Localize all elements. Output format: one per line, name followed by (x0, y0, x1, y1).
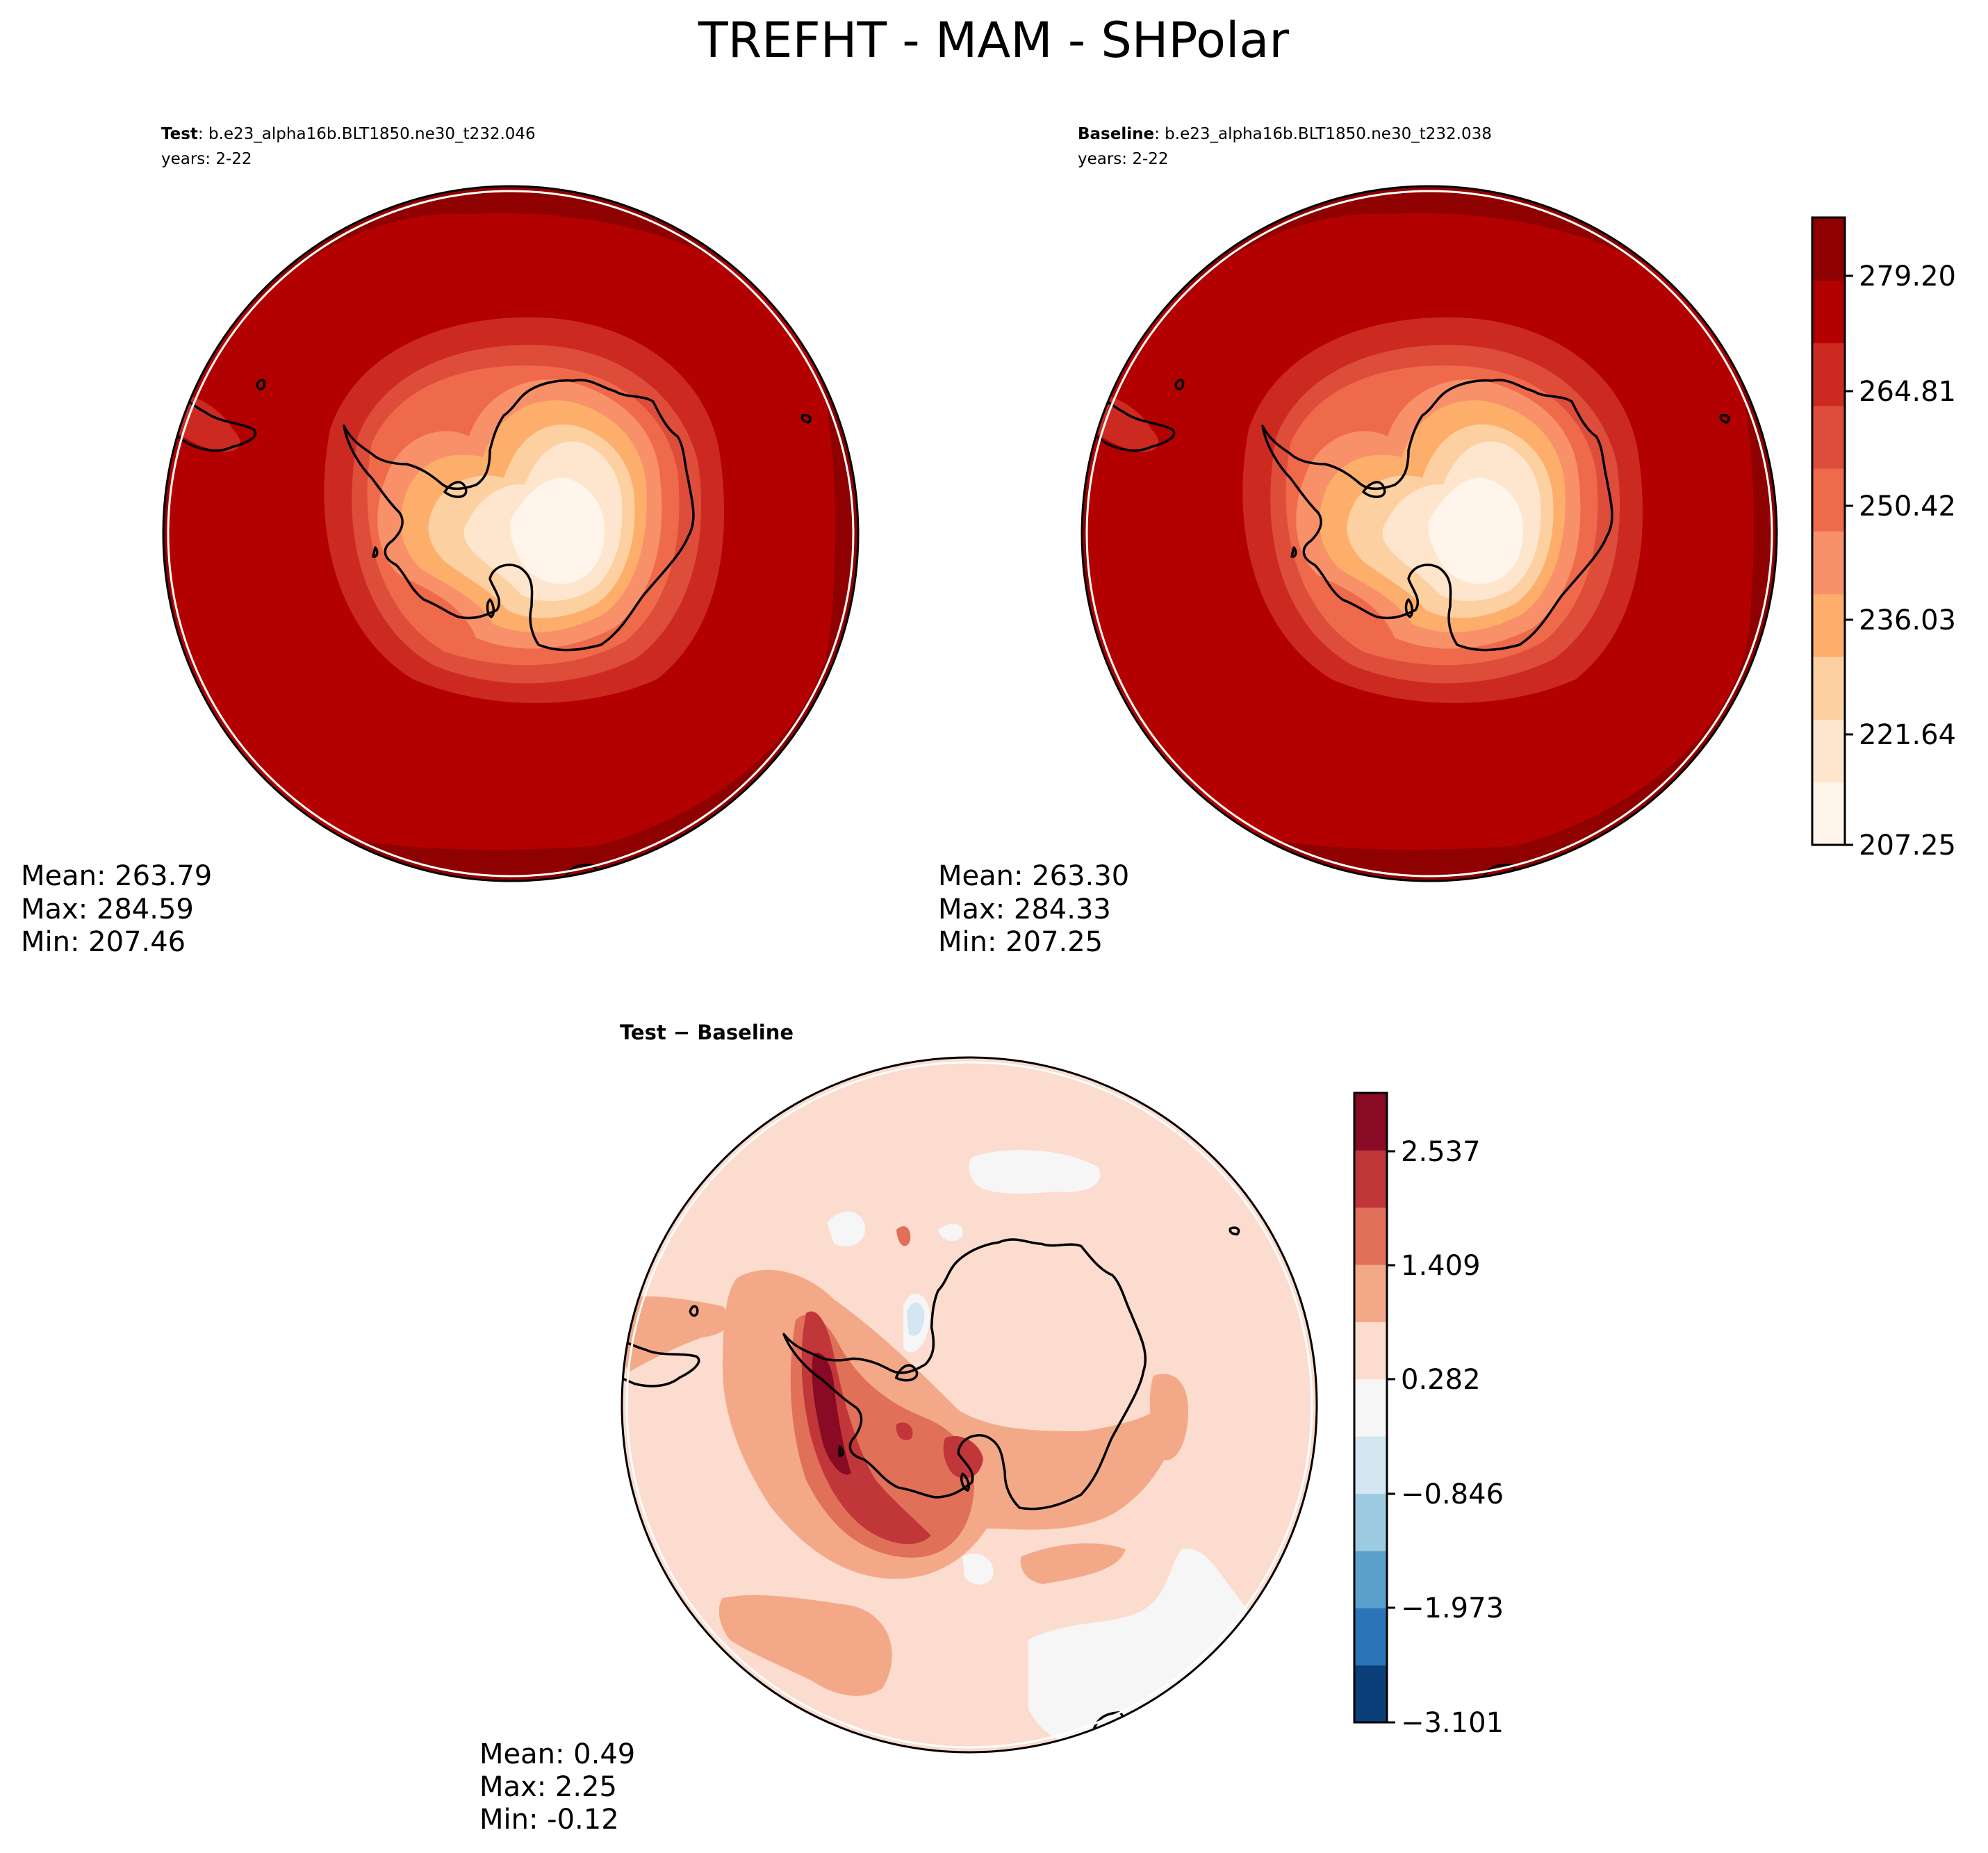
colorbar-segment (1354, 1493, 1387, 1551)
colorbar-frame (1811, 216, 1846, 846)
colorbar-segment (1354, 1378, 1387, 1437)
difference-min: Min: -0.12 (479, 1804, 619, 1836)
colorbar-segment (1812, 217, 1845, 281)
colorbar-segment (1354, 1665, 1387, 1723)
colorbar-segment (1354, 1150, 1387, 1208)
colorbar-tick-label: 0.282 (1401, 1364, 1481, 1396)
colorbar-segment (1812, 719, 1845, 783)
colorbar-tick-label: −3.101 (1401, 1707, 1504, 1739)
baseline-years: years: 2-22 (1078, 150, 1169, 168)
difference-map (622, 1057, 1317, 1752)
figure-title: TREFHT - MAM - SHPolar (698, 12, 1289, 69)
colorbar-tick-label: 221.64 (1859, 719, 1956, 751)
difference-label: Test − Baseline (620, 1021, 794, 1044)
colorbar-segment (1812, 468, 1845, 532)
test-map-frame (162, 185, 860, 882)
colorbar-tick-label: 279.20 (1859, 261, 1956, 293)
colorbar-segment (1812, 405, 1845, 469)
baseline-mean: Mean: 263.30 (938, 860, 1129, 892)
colorbar-segment (1812, 531, 1845, 595)
colorbar-tick-label: 207.25 (1859, 830, 1956, 862)
baseline-map-frame (1081, 185, 1778, 882)
difference-max: Max: 2.25 (479, 1771, 617, 1803)
baseline-max: Max: 284.33 (938, 893, 1111, 925)
difference-mean: Mean: 0.49 (479, 1738, 635, 1770)
colorbar-segment (1354, 1207, 1387, 1265)
test-mean: Mean: 263.79 (21, 860, 212, 892)
colorbar-tick-label: 250.42 (1859, 491, 1956, 522)
colorbar-tick-label: −1.973 (1401, 1592, 1504, 1624)
colorbar-segment (1354, 1550, 1387, 1608)
test-header: Test: b.e23_alpha16b.BLT1850.ne30_t232.0… (161, 125, 536, 143)
test-years: years: 2-22 (161, 150, 252, 168)
colorbar-tick-label: 2.537 (1401, 1136, 1481, 1168)
test-min: Min: 207.46 (21, 926, 186, 958)
colorbar-segment (1812, 782, 1845, 846)
colorbar-frame (1353, 1092, 1388, 1724)
colorbar-segment (1812, 657, 1845, 720)
colorbar-segment (1354, 1265, 1387, 1322)
colorbar-tick-label: 236.03 (1859, 604, 1956, 636)
colorbar-segment (1812, 593, 1845, 657)
test-panel: Test: b.e23_alpha16b.BLT1850.ne30_t232.0… (21, 125, 860, 958)
difference-map-frame (621, 1056, 1318, 1754)
colorbar-segment (1354, 1608, 1387, 1666)
baseline-panel: Baseline: b.e23_alpha16b.BLT1850.ne30_t2… (938, 125, 1778, 958)
colorbar-segment (1354, 1436, 1387, 1494)
baseline-label: Baseline (1078, 125, 1154, 143)
colorbar-segment (1354, 1321, 1387, 1380)
difference-colorbar: 2.537 1.409 0.282 −0.846 −1.973 −3.101 (1353, 1092, 1504, 1739)
baseline-min: Min: 207.25 (938, 926, 1103, 958)
test-case-name: : b.e23_alpha16b.BLT1850.ne30_t232.046 (198, 125, 536, 143)
temperature-colorbar: 279.20 264.81 250.42 236.03 221.64 207.25 (1811, 216, 1956, 862)
test-label: Test (161, 125, 198, 143)
colorbar-segment (1354, 1093, 1387, 1151)
colorbar-segment (1812, 280, 1845, 344)
test-max: Max: 284.59 (21, 893, 194, 925)
baseline-header: Baseline: b.e23_alpha16b.BLT1850.ne30_t2… (1078, 125, 1492, 143)
difference-panel: Test − Baseline (479, 1021, 1318, 1836)
colorbar-tick-label: 264.81 (1859, 376, 1956, 408)
colorbar-segment (1812, 343, 1845, 406)
colorbar-tick-label: 1.409 (1401, 1250, 1481, 1282)
colorbar-tick-label: −0.846 (1401, 1479, 1504, 1510)
baseline-case-name: : b.e23_alpha16b.BLT1850.ne30_t232.038 (1154, 125, 1492, 143)
